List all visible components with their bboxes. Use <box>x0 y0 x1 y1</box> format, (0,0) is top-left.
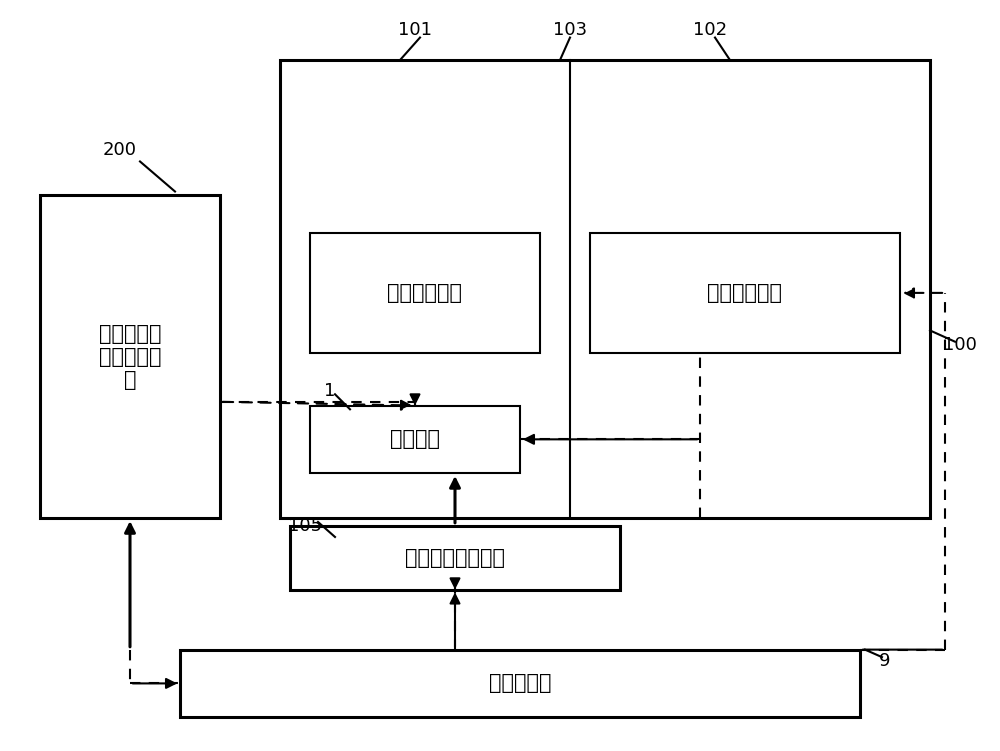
Text: 卵细胞自动
识别分选装
置: 卵细胞自动 识别分选装 置 <box>99 324 161 390</box>
Text: 102: 102 <box>693 21 727 39</box>
Bar <box>290 526 620 590</box>
Bar <box>40 195 220 518</box>
Text: 200: 200 <box>103 141 137 159</box>
Text: 操作模式装置: 操作模式装置 <box>388 283 462 303</box>
Text: 培养载体驱动装置: 培养载体驱动装置 <box>405 548 505 568</box>
Text: 100: 100 <box>943 336 977 354</box>
Text: 培养载体: 培养载体 <box>390 430 440 449</box>
Text: 中央控制器: 中央控制器 <box>489 674 551 693</box>
Text: 9: 9 <box>879 652 891 670</box>
Bar <box>590 233 900 353</box>
Bar <box>280 60 930 518</box>
Text: 1: 1 <box>324 382 336 400</box>
Text: 105: 105 <box>288 517 322 535</box>
Bar <box>180 650 860 717</box>
Text: 101: 101 <box>398 21 432 39</box>
Text: 103: 103 <box>553 21 587 39</box>
Bar <box>310 406 520 473</box>
Bar <box>310 233 540 353</box>
Text: 操作模式装置: 操作模式装置 <box>708 283 782 303</box>
